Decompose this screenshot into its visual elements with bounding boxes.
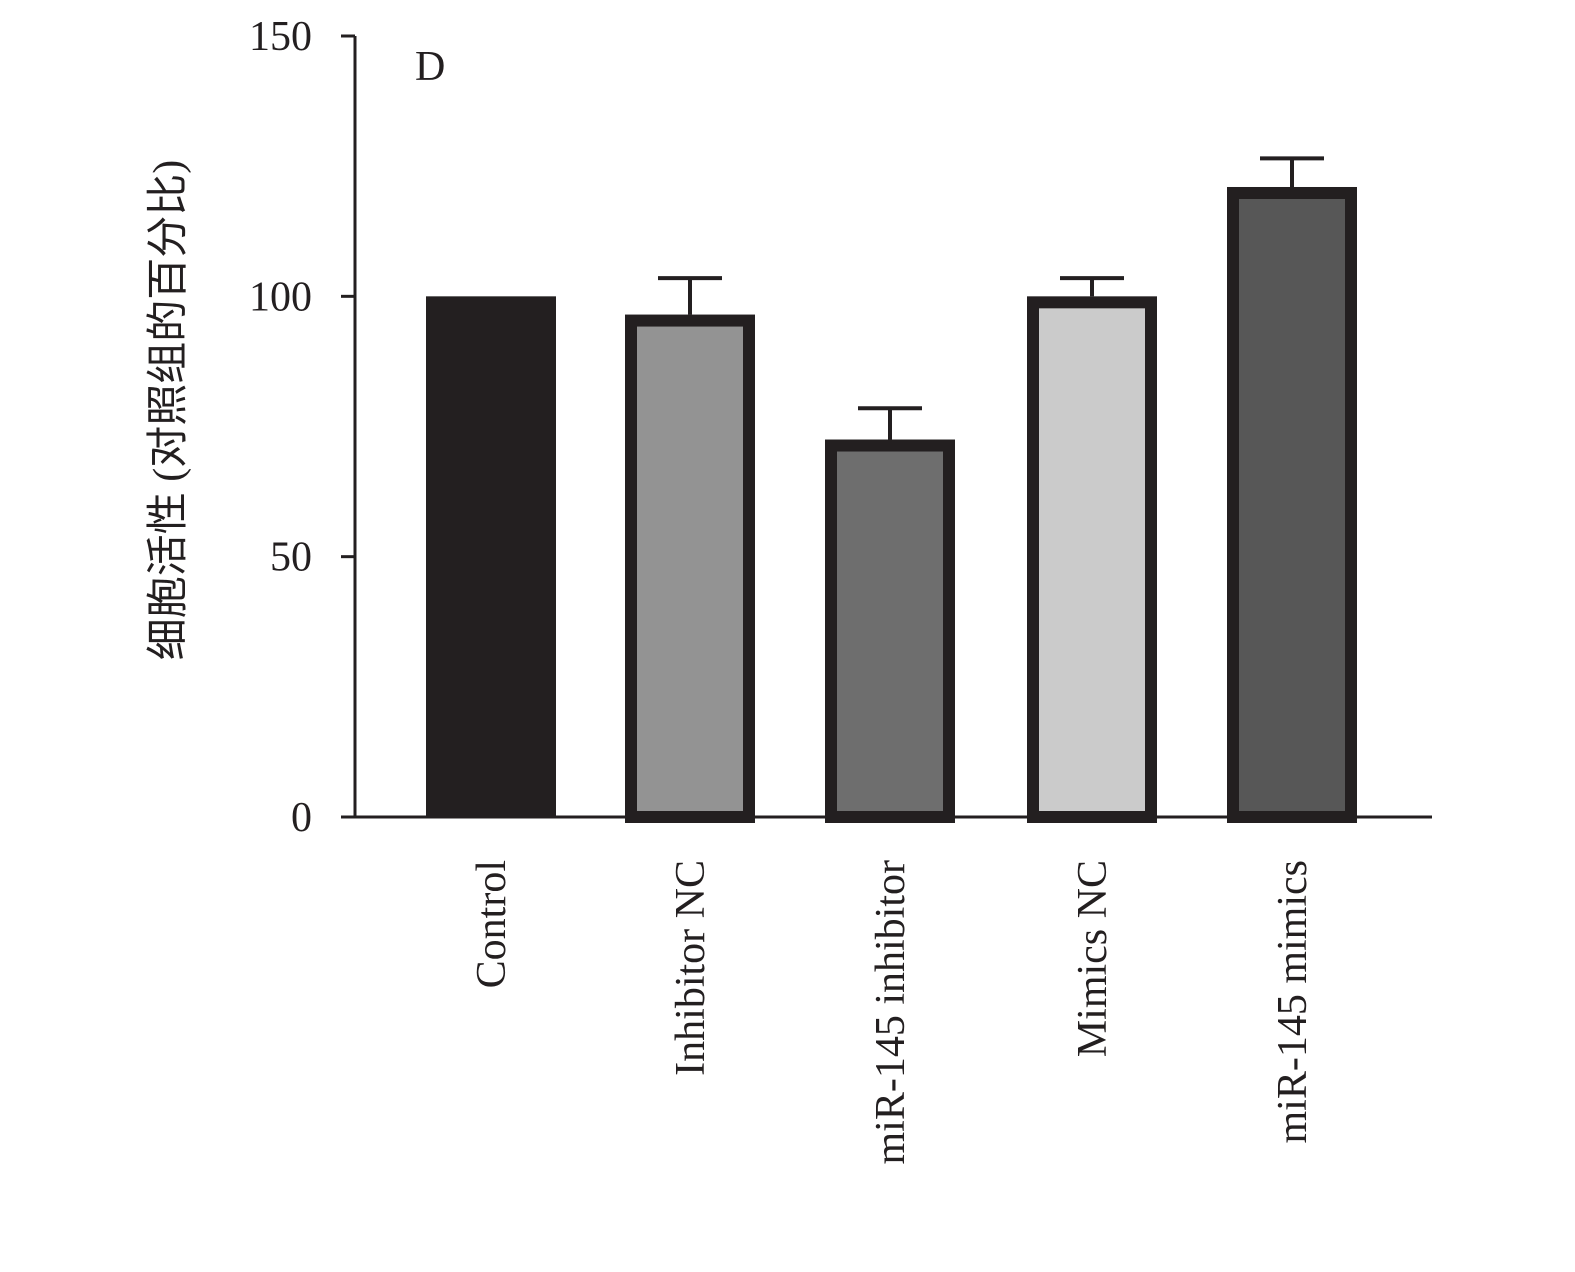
x-tick-label: Inhibitor NC (668, 860, 714, 1076)
x-tick-label: miR-145 mimics (1270, 860, 1316, 1144)
bar-mir-145-inhibitor (825, 439, 955, 823)
bar-inhibitor-nc (625, 314, 755, 823)
x-tick-label: Mimics NC (1070, 860, 1116, 1057)
x-tick-label: miR-145 inhibitor (868, 860, 914, 1165)
bar-mir-145-mimics (1227, 186, 1357, 823)
bar-mimics-nc (1027, 296, 1157, 824)
bar-control (426, 296, 556, 817)
panel-label: D (415, 44, 445, 90)
x-tick-label: Control (469, 860, 515, 988)
y-tick-label: 0 (291, 795, 312, 841)
y-tick-label: 50 (270, 535, 312, 581)
y-tick-label: 100 (249, 274, 312, 320)
y-axis-label: 细胞活性 (对照组的百分比) (146, 160, 192, 660)
y-tick-label: 150 (249, 14, 312, 60)
